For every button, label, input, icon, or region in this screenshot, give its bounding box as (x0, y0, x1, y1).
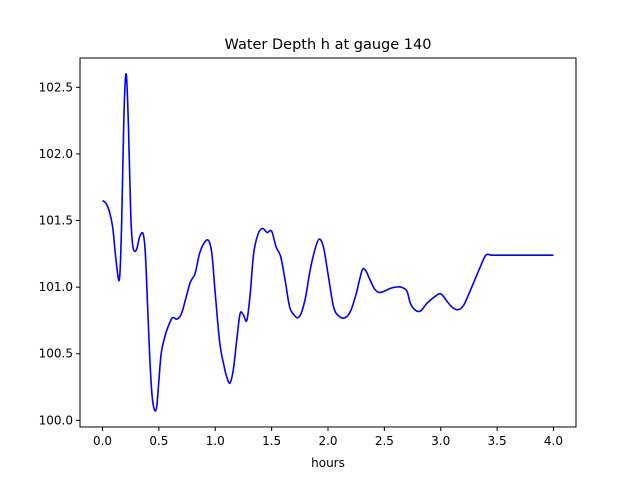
plot-area (102, 73, 554, 412)
y-tick-label: 101.5 (39, 214, 73, 228)
y-tick-label: 101.0 (39, 280, 73, 294)
y-tick-label: 100.0 (39, 413, 73, 427)
x-tick-label: 3.5 (488, 434, 507, 448)
x-tick-label: 2.5 (375, 434, 394, 448)
series-line (102, 73, 554, 412)
x-tick-label: 1.5 (262, 434, 281, 448)
x-tick-label: 0.5 (149, 434, 168, 448)
x-tick-label: 2.0 (318, 434, 337, 448)
x-tick-label: 3.0 (431, 434, 450, 448)
x-tick-label: 1.0 (206, 434, 225, 448)
x-axis-ticks: 0.0 0.5 1.0 1.5 2.0 2.5 3.0 3.5 4.0 (93, 427, 563, 448)
x-tick-label: 0.0 (93, 434, 112, 448)
axes-frame (79, 57, 577, 428)
y-tick-label: 100.5 (39, 347, 73, 361)
chart-title: Water Depth h at gauge 140 (225, 37, 432, 53)
y-axis-ticks: 100.0 100.5 101.0 101.5 102.0 102.5 (39, 80, 80, 427)
y-tick-label: 102.5 (39, 80, 73, 94)
x-axis-label: hours (311, 456, 345, 470)
x-tick-label: 4.0 (544, 434, 563, 448)
y-tick-label: 102.0 (39, 147, 73, 161)
